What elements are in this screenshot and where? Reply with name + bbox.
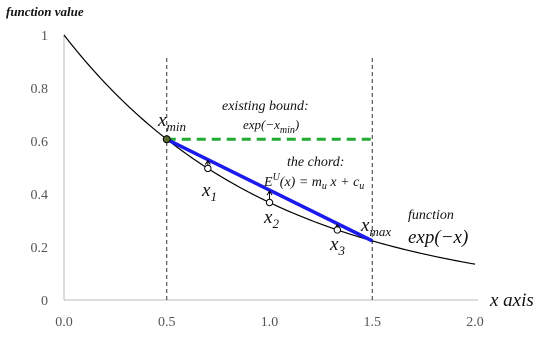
- y-tick-label: 0.8: [31, 82, 49, 97]
- x-tick-labels: 0.0 0.5 1.0 1.5 2.0: [55, 315, 484, 330]
- bound-expr-pre: exp(−x: [243, 117, 280, 132]
- sample-arrow-head: [266, 190, 273, 196]
- bound-expression: exp(−xmin): [243, 117, 299, 136]
- xmin-point: [162, 135, 171, 144]
- x1-label-sub: 1: [210, 189, 217, 204]
- sample-point-x3: [333, 226, 342, 234]
- sample-point-x2: [265, 198, 274, 207]
- y-tick-label: 0.6: [31, 135, 49, 150]
- chord-rest-1: (x) = m: [280, 175, 322, 190]
- x-tick-label: 0.5: [158, 315, 176, 330]
- chord-sup: U: [273, 172, 281, 183]
- y-axis-title: function value: [6, 4, 84, 19]
- y-tick-label: 0: [41, 294, 48, 309]
- x-axis-title: x axis: [489, 290, 534, 311]
- xmax-label-sub: max: [369, 224, 391, 239]
- function-expression: exp(−x): [408, 227, 468, 248]
- xmax-label: xmax: [360, 215, 391, 239]
- chord-sub-1: u: [322, 181, 327, 192]
- sample-arrow-head: [204, 159, 211, 165]
- y-tick-label: 0.4: [31, 188, 49, 203]
- bound-expr-post: ): [294, 117, 299, 132]
- x1-label: x1: [201, 180, 217, 204]
- bound-title: existing bound:: [222, 99, 309, 114]
- chord-title: the chord:: [287, 155, 344, 170]
- chord-equation: EU(x) = mu x + cu: [263, 172, 364, 192]
- x-tick-label: 0.0: [55, 315, 73, 330]
- xmin-label-main: x: [157, 110, 167, 131]
- x2-label: x2: [263, 207, 279, 231]
- y-tick-label: 0.2: [31, 241, 49, 256]
- x3-label-sub: 3: [337, 243, 345, 258]
- vertical-guides: [166, 58, 373, 300]
- x-tick-label: 2.0: [466, 315, 484, 330]
- series-chord: [165, 137, 374, 243]
- function-word: function: [408, 208, 454, 223]
- x2-label-main: x: [263, 207, 273, 228]
- sample-point-x1: [204, 164, 212, 173]
- x1-label-main: x: [201, 180, 211, 201]
- y-tick-label: 1: [41, 29, 48, 44]
- xmin-label-sub: min: [166, 119, 186, 134]
- x-tick-label: 1.5: [364, 315, 382, 330]
- x3-label: x3: [329, 234, 345, 258]
- chord-rest-2: x + c: [327, 175, 360, 190]
- xmin-label: xmin: [157, 110, 186, 134]
- x3-label-main: x: [329, 234, 339, 255]
- x2-label-sub: 2: [272, 216, 279, 231]
- xmax-label-main: x: [360, 215, 370, 236]
- y-tick-labels: 0 0.2 0.4 0.6 0.8 1: [31, 29, 49, 309]
- chord-E: E: [263, 175, 273, 190]
- x-tick-label: 1.0: [261, 315, 279, 330]
- chord-sub-2: u: [359, 181, 364, 192]
- bound-expr-sub: min: [280, 125, 295, 136]
- sample-points: [204, 159, 342, 234]
